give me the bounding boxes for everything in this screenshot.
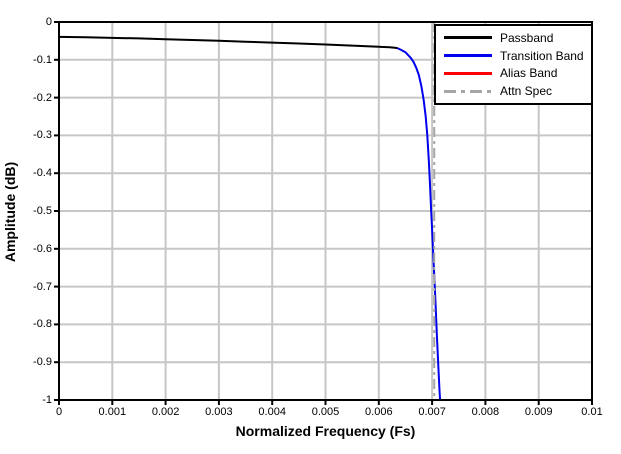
legend-line-sample	[444, 36, 492, 40]
y-tick-label: -0.3	[33, 129, 52, 142]
legend-label: Attn Spec	[500, 84, 553, 99]
x-tick-label: 0.003	[205, 406, 233, 418]
legend-label: Passband	[500, 30, 554, 45]
y-tick-label: -0.7	[33, 280, 52, 293]
transition-band-curve	[397, 47, 442, 401]
passband-curve	[58, 35, 398, 50]
x-tick-label: 0.005	[311, 406, 340, 418]
y-tick-label: -0.6	[33, 242, 52, 255]
legend-entry: Passband	[444, 29, 589, 46]
x-tick-label: 0	[55, 406, 63, 418]
x-axis-title: Normalized Frequency (Fs)	[235, 423, 416, 439]
legend: Passband Transition Band Alias Band Attn Sp…	[434, 24, 593, 105]
y-tick-label: -0.1	[33, 53, 52, 66]
y-tick-label: -0.9	[33, 356, 52, 369]
y-tick-label: -1	[42, 394, 52, 406]
legend-line-sample	[444, 54, 492, 58]
legend-entry: Transition Band	[444, 47, 589, 64]
legend-line-sample	[444, 89, 492, 93]
legend-entry: Alias Band	[444, 65, 589, 82]
y-tick-label: -0.5	[33, 205, 52, 217]
y-tick-label: 0	[45, 16, 52, 28]
x-tick-label: 0.001	[98, 406, 127, 418]
x-tick-label: 0.009	[524, 406, 553, 418]
x-tick-label: 0.006	[365, 406, 393, 418]
x-tick-label: 0.01	[581, 406, 603, 418]
legend-label: Transition Band	[500, 48, 584, 63]
x-tick-label: 0.007	[418, 406, 446, 418]
plot-border	[58, 21, 593, 401]
legend-label: Alias Band	[500, 66, 558, 81]
y-tick-label: -0.2	[33, 91, 52, 104]
y-tick-label: -0.8	[33, 318, 52, 331]
x-tick-label: 0.004	[258, 406, 286, 418]
legend-line-sample	[444, 71, 492, 75]
x-tick-label: 0.008	[471, 406, 500, 418]
legend-entry: Attn Spec	[444, 83, 589, 100]
x-tick-label: 0.002	[151, 406, 180, 418]
y-tick-label: -0.4	[33, 167, 52, 180]
